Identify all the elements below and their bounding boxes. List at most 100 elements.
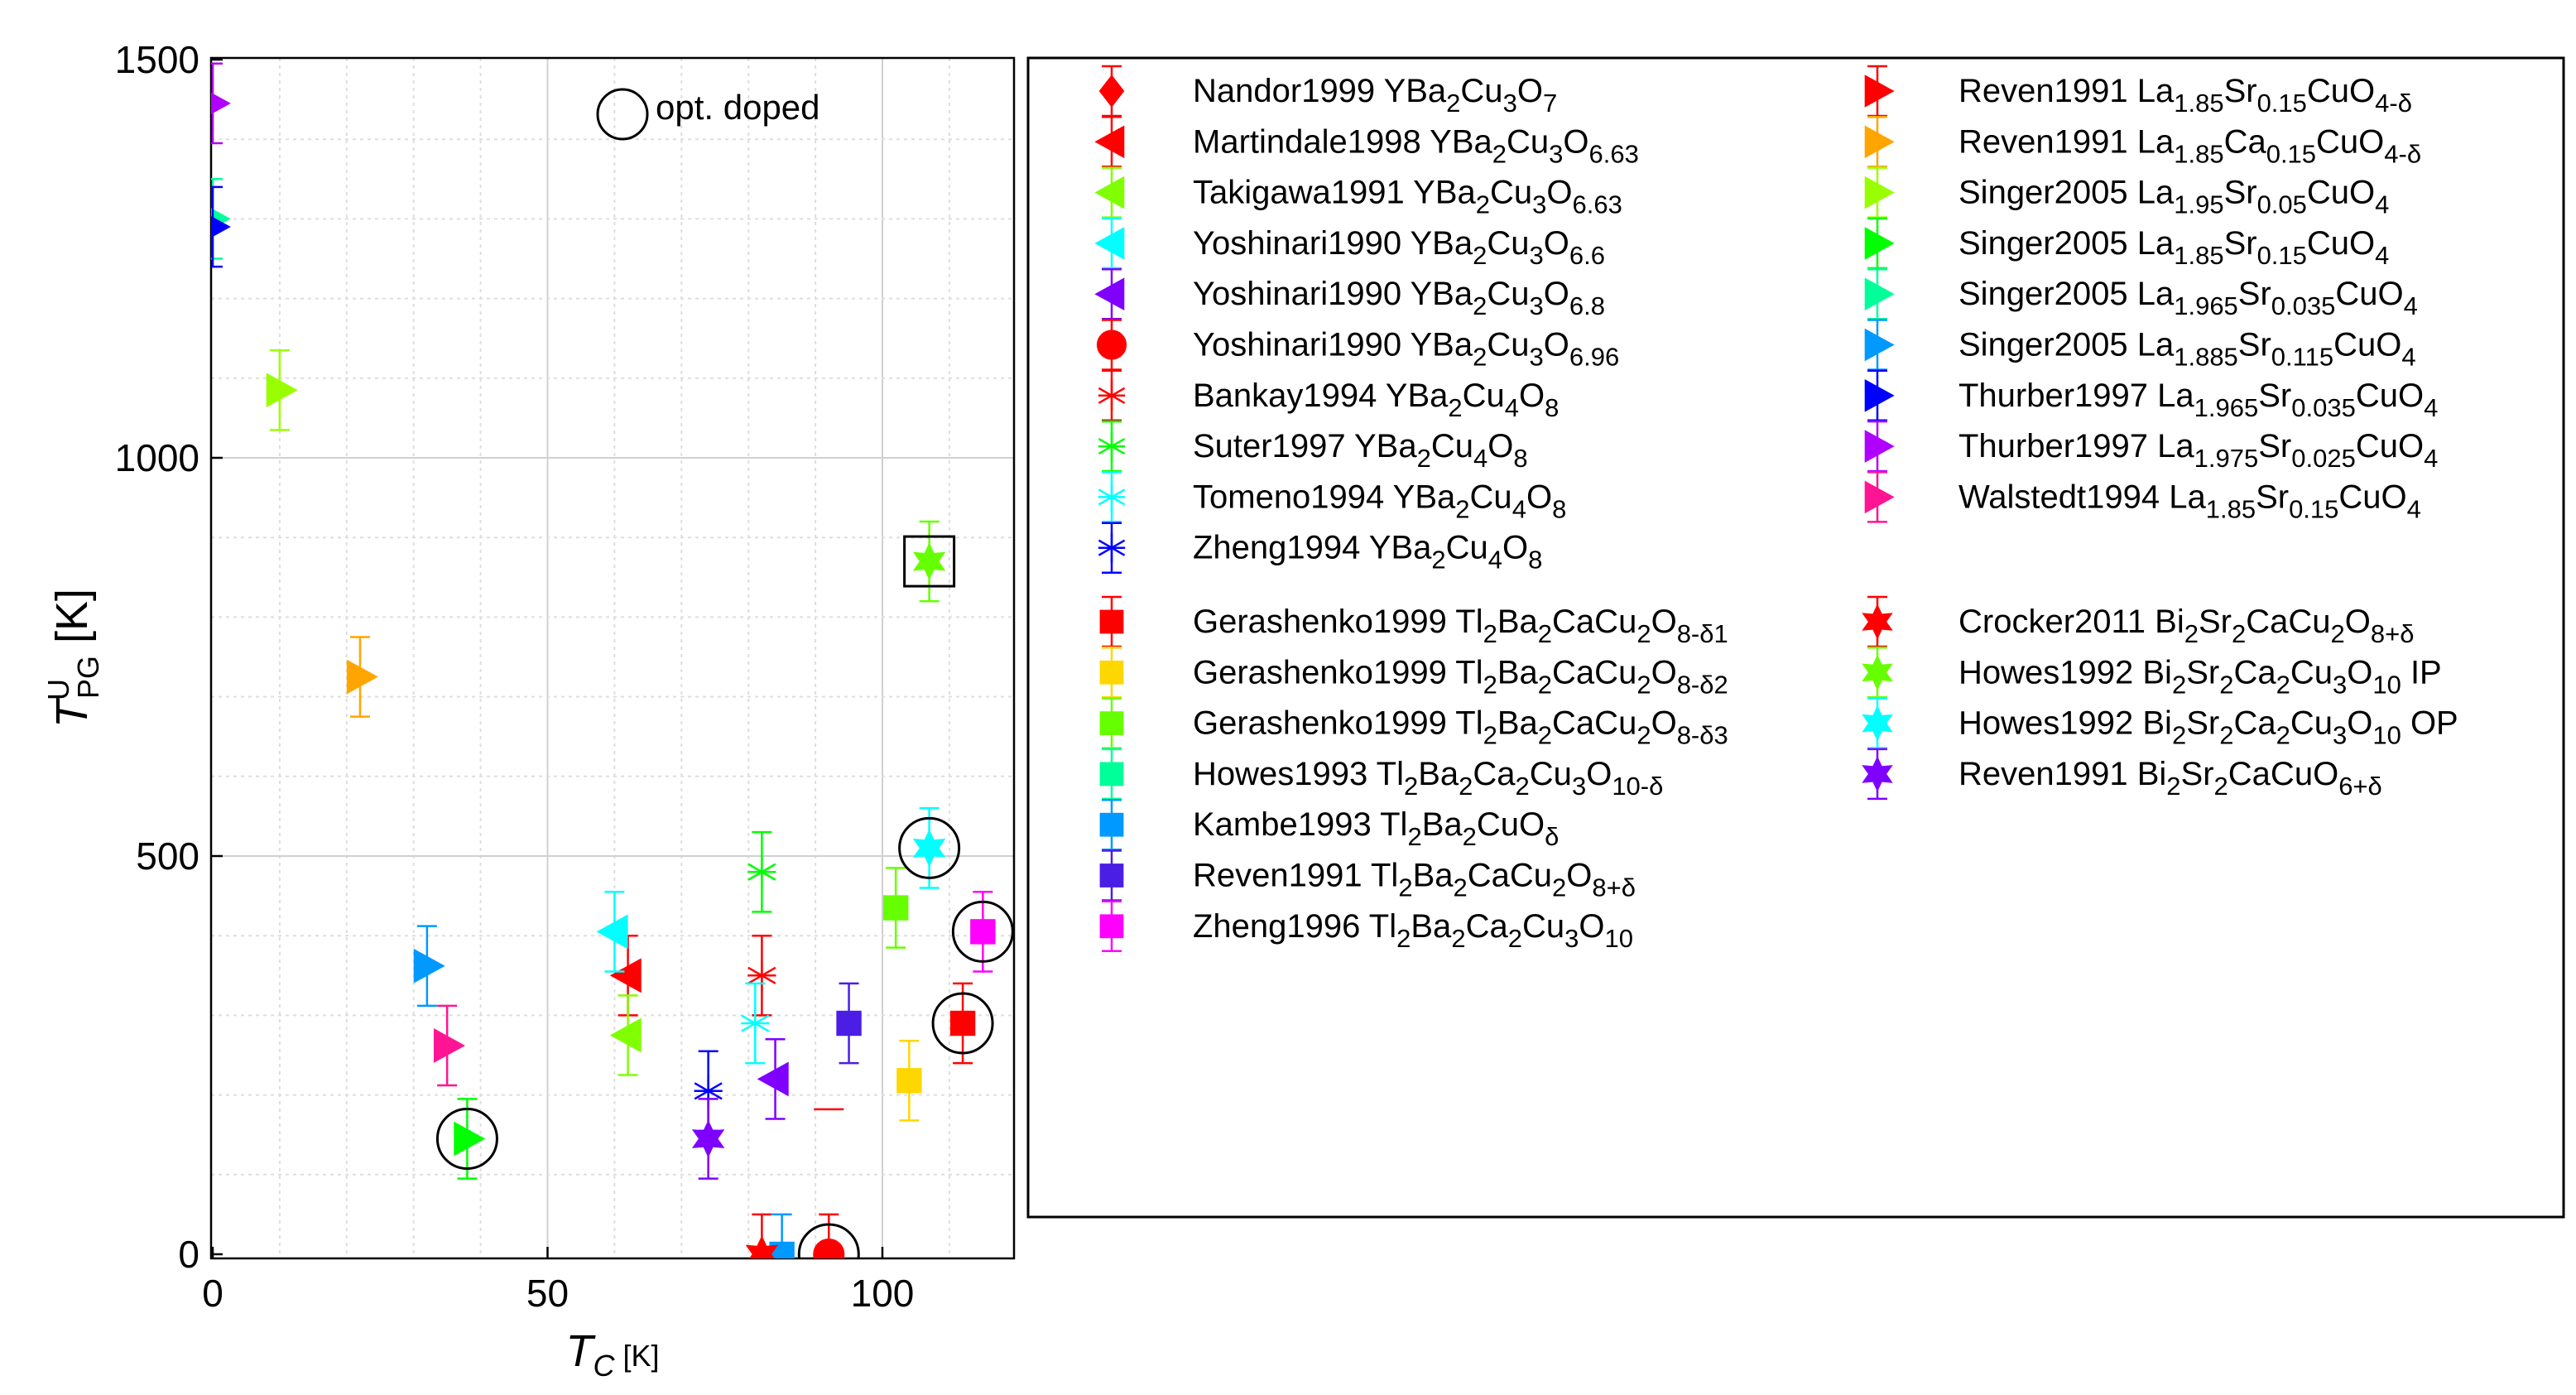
legend-label-part: CuO bbox=[2338, 479, 2406, 515]
data-point bbox=[211, 62, 231, 145]
legend-label-part: 0.025 bbox=[2291, 444, 2356, 473]
legend-label-part: 6+δ bbox=[2338, 772, 2382, 801]
legend-label-part: 4 bbox=[2407, 494, 2421, 523]
legend-label-part: 4 bbox=[1473, 444, 1487, 473]
marker-shape bbox=[1099, 914, 1124, 939]
legend-label-part: 4-δ bbox=[2384, 139, 2421, 168]
legend-label-part: 0.15 bbox=[2289, 494, 2338, 523]
legend-label-part: Sr bbox=[2199, 604, 2232, 640]
legend-label: Howes1992 Bi2Sr2Ca2Cu3O10 IP bbox=[1958, 654, 2442, 699]
legend-label-part: Sr bbox=[2224, 225, 2257, 262]
legend-label-part: 2 bbox=[1404, 772, 1418, 801]
legend-label-part: 10 bbox=[2372, 670, 2401, 699]
legend-label-part: 8 bbox=[1528, 546, 1542, 575]
data-point-marker bbox=[970, 919, 996, 945]
legend-entry: Singer2005 La1.965Sr0.035CuO4 bbox=[1864, 267, 2418, 320]
legend-box bbox=[1026, 56, 2565, 1219]
legend-entry: Zheng1994 YBa2Cu4O8 bbox=[1098, 522, 1542, 575]
legend-entry: Howes1992 Bi2Sr2Ca2Cu3O10 IP bbox=[1862, 647, 2442, 699]
legend-label-part: Ca bbox=[1473, 756, 1516, 792]
legend-label-part: Sr bbox=[2238, 327, 2271, 363]
legend-label-part: δ bbox=[1545, 822, 1559, 851]
legend-label-part: Sr bbox=[2238, 276, 2271, 312]
legend-label-part: Cu bbox=[1487, 327, 1529, 363]
axis-label-part: [K] bbox=[47, 589, 97, 656]
legend-label-part: 2 bbox=[1396, 924, 1411, 953]
marker-shape bbox=[1864, 125, 1895, 159]
legend-marker bbox=[1864, 277, 1895, 310]
legend-label-part: 0.15 bbox=[2257, 89, 2307, 118]
legend-label: Howes1992 Bi2Sr2Ca2Cu3O10 OP bbox=[1958, 705, 2458, 750]
legend-label-part: CuO bbox=[1477, 806, 1545, 843]
legend-label-part: 2 bbox=[1407, 822, 1421, 851]
marker-shape bbox=[745, 1235, 779, 1258]
data-point-marker bbox=[741, 1008, 770, 1040]
legend-label-part: 2 bbox=[1552, 873, 1566, 902]
legend-label-part: 4 bbox=[2375, 241, 2389, 270]
legend-label-part: 2 bbox=[1483, 721, 1497, 750]
data-point bbox=[747, 830, 776, 913]
marker-shape bbox=[1099, 812, 1124, 837]
legend-label-part: 2 bbox=[1483, 670, 1497, 699]
opt-doped-circle-sample bbox=[596, 88, 649, 141]
legend-label: Tomeno1994 YBa2Cu4O8 bbox=[1193, 479, 1566, 523]
legend-label-part: 1.85 bbox=[2174, 241, 2223, 270]
legend-label-part: 3 bbox=[1503, 89, 1517, 118]
x-tick-label: 100 bbox=[851, 1272, 915, 1315]
legend-marker bbox=[1862, 756, 1893, 792]
legend-label-part: CuO bbox=[2307, 73, 2375, 109]
legend-label-part: 0.05 bbox=[2257, 190, 2307, 219]
legend-label-part: Reven1991 La bbox=[1958, 73, 2175, 109]
highlight-box bbox=[903, 535, 956, 588]
legend-entry: Yoshinari1990 YBa2Cu3O6.96 bbox=[1096, 319, 1619, 372]
legend-label-part: 2 bbox=[1483, 619, 1497, 648]
legend-label-part: Ba bbox=[1497, 705, 1539, 742]
legend-label: Yoshinari1990 YBa2Cu3O6.96 bbox=[1193, 327, 1619, 372]
legend-label-part: 2 bbox=[1538, 721, 1552, 750]
legend-label-part: 1.975 bbox=[2194, 444, 2259, 473]
legend-label-part: 4 bbox=[1488, 546, 1502, 575]
y-tick-label: 500 bbox=[136, 835, 199, 878]
legend-marker bbox=[1094, 227, 1125, 260]
legend-label-part: 2 bbox=[1446, 89, 1460, 118]
legend-label-part: 3 bbox=[2333, 670, 2347, 699]
legend-marker bbox=[1864, 379, 1895, 412]
y-tick-label: 1500 bbox=[115, 38, 199, 81]
legend-label-part: Gerashenko1999 Tl bbox=[1193, 604, 1483, 640]
legend-label-part: CuO bbox=[2356, 378, 2424, 414]
legend-marker bbox=[1094, 277, 1125, 310]
legend-label-part: Ca bbox=[2224, 123, 2267, 160]
legend-label: Crocker2011 Bi2Sr2CaCu2O8+δ bbox=[1958, 604, 2414, 648]
legend-label-part: Cu bbox=[1460, 73, 1502, 109]
legend-label-part: 2 bbox=[2214, 772, 2228, 801]
legend-label: Takigawa1991 YBa2Cu3O6.63 bbox=[1193, 175, 1622, 219]
legend-label-part: Cu bbox=[1431, 428, 1473, 464]
legend-label-part: CaCuO bbox=[2228, 756, 2338, 792]
legend-label-part: 2 bbox=[1431, 546, 1445, 575]
axis-label-part: C bbox=[593, 1349, 615, 1383]
legend-label-part: 2 bbox=[1455, 494, 1469, 523]
y-tick-label: 1000 bbox=[115, 436, 199, 479]
legend-entry: Gerashenko1999 Tl2Ba2CaCu2O8-δ3 bbox=[1099, 697, 1728, 750]
legend-label-part: CaCu bbox=[1552, 654, 1636, 690]
marker-shape bbox=[1862, 654, 1893, 690]
data-point bbox=[882, 867, 909, 949]
legend-label-part: 1.85 bbox=[2174, 89, 2223, 118]
data-point bbox=[211, 185, 231, 268]
marker-shape bbox=[1099, 660, 1124, 685]
legend-label-part: 2 bbox=[2166, 772, 2180, 801]
marker-shape bbox=[211, 215, 231, 238]
legend-label-part: Cu bbox=[2290, 705, 2333, 742]
legend-label: Gerashenko1999 Tl2Ba2CaCu2O8-δ1 bbox=[1193, 604, 1728, 648]
legend-label-part: Martindale1998 YBa bbox=[1193, 123, 1492, 160]
legend-label-part: 4 bbox=[2401, 343, 2415, 372]
legend-entry: Bankay1994 YBa2Cu4O8 bbox=[1098, 369, 1559, 422]
legend-label-part: 2 bbox=[2184, 619, 2199, 648]
legend-label-part: 2 bbox=[2232, 619, 2246, 648]
legend-label-part: 3 bbox=[1532, 190, 1546, 219]
legend-label-part: Ba bbox=[1411, 908, 1452, 945]
marker-shape bbox=[1864, 328, 1895, 362]
legend-entry: Gerashenko1999 Tl2Ba2CaCu2O8-δ1 bbox=[1099, 595, 1728, 648]
marker-shape bbox=[1094, 227, 1125, 260]
legend-marker bbox=[1099, 609, 1124, 634]
